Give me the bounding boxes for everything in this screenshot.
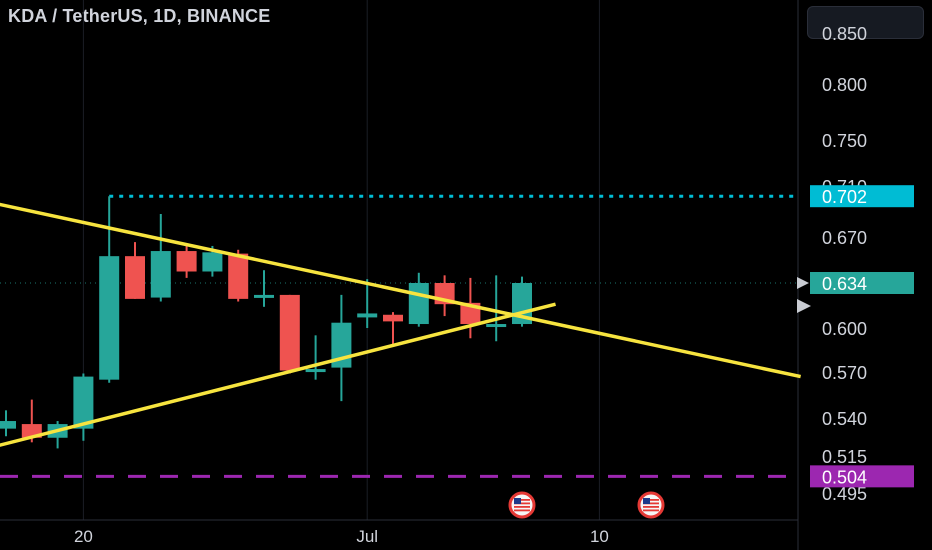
price-tick-label: 0.750 <box>822 131 867 151</box>
candle-body <box>408 283 429 325</box>
us-flag-icon <box>637 491 665 519</box>
candle <box>47 421 68 449</box>
price-tick-label: 0.495 <box>822 484 867 504</box>
candle <box>228 249 249 302</box>
flag-stripe <box>514 502 530 505</box>
flag-stripe <box>514 499 530 501</box>
flag-canton <box>643 498 650 504</box>
candle <box>150 214 171 302</box>
flag-stripe <box>643 502 659 505</box>
candle <box>0 410 16 437</box>
candle <box>383 312 403 346</box>
price-tag-label: 0.702 <box>822 187 867 207</box>
candle <box>254 270 274 307</box>
candle-body <box>486 324 507 328</box>
price-tick-label: 0.540 <box>822 409 867 429</box>
candle <box>176 243 197 278</box>
time-tick-label: 20 <box>74 527 93 546</box>
flag-ring <box>508 491 536 519</box>
candle <box>357 279 378 328</box>
time-axis: 20 Jul 10 <box>74 527 609 546</box>
price-tick-label: 0.800 <box>822 75 867 95</box>
candle <box>486 275 507 342</box>
price-tick-label: 0.850 <box>822 24 867 44</box>
candle-body <box>150 251 171 298</box>
candle-body <box>202 252 223 272</box>
flag-stripe <box>643 506 659 508</box>
price-tick-label: 0.515 <box>822 447 867 467</box>
time-tick-label: Jul <box>356 527 378 546</box>
candle <box>99 196 120 383</box>
flag-stripe <box>643 509 659 512</box>
candles <box>0 196 532 449</box>
candle-body <box>357 313 378 318</box>
candle-body <box>254 294 274 298</box>
chart-title: KDA / TetherUS, 1D, BINANCE <box>8 6 271 26</box>
price-marker-icon <box>797 277 809 289</box>
candle-body <box>383 314 403 322</box>
candle-body <box>305 369 326 373</box>
flag-canton <box>514 498 521 504</box>
price-tag-box <box>810 272 914 294</box>
toolbar-button[interactable] <box>807 6 924 39</box>
flag-stripe <box>514 506 530 508</box>
us-flag-icon <box>508 491 536 519</box>
candle-body <box>125 256 145 299</box>
candle <box>73 373 94 441</box>
price-tick-label: 0.670 <box>822 228 867 248</box>
candle <box>279 294 300 374</box>
price-tag-box <box>810 185 914 208</box>
candle <box>305 335 326 380</box>
candle-body <box>176 251 197 272</box>
flag-ring <box>637 491 665 519</box>
candle <box>331 294 352 402</box>
candle-body <box>0 421 16 429</box>
trendline-descending <box>0 202 802 379</box>
price-tag-box <box>810 465 914 488</box>
grid <box>0 0 799 550</box>
flag-stripe <box>643 499 659 501</box>
price-tick-label: 0.600 <box>822 319 867 339</box>
horizontal-lines <box>0 194 798 478</box>
price-tag-label: 0.504 <box>822 467 867 487</box>
candle-body <box>228 253 249 299</box>
trendlines <box>0 202 802 447</box>
trendline-ascending <box>0 302 556 447</box>
time-tick-label: 10 <box>590 527 609 546</box>
candle <box>408 272 429 327</box>
flag-stripe <box>514 509 530 512</box>
candle <box>434 275 455 317</box>
candle-body <box>279 294 300 371</box>
candle <box>125 242 145 299</box>
price-tag-label: 0.634 <box>822 274 867 294</box>
event-markers <box>508 491 665 519</box>
candle-body <box>99 256 120 380</box>
price-axis: 0.8500.8000.7500.7100.6700.6340.6000.570… <box>797 24 914 504</box>
alert-marker-icon <box>797 299 811 313</box>
candle-body <box>73 376 94 429</box>
price-tick-label: 0.570 <box>822 363 867 383</box>
